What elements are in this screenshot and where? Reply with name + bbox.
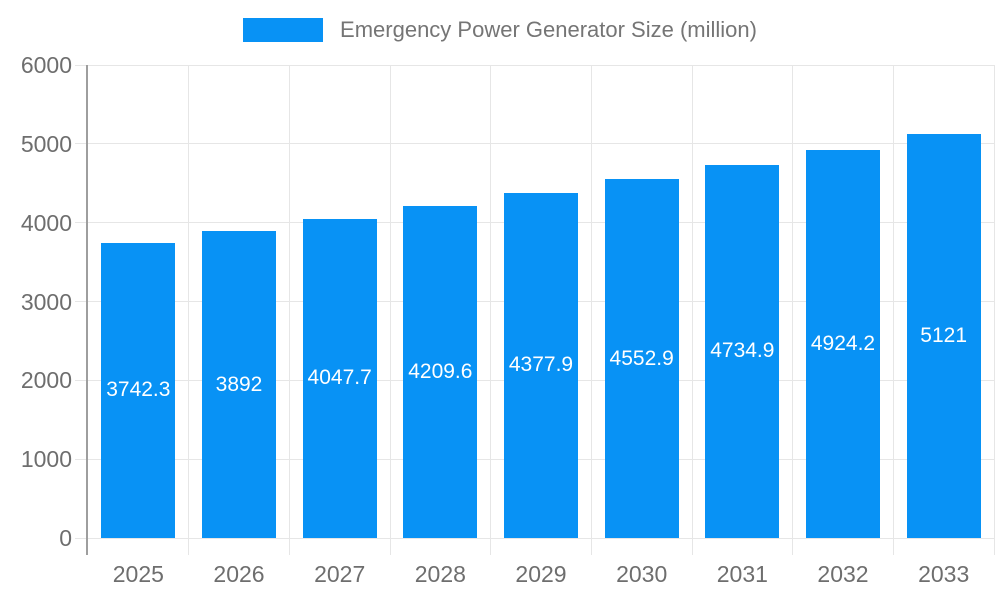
y-gridline [75, 64, 994, 66]
x-gridline [892, 65, 894, 555]
bar-value-label: 3742.3 [106, 378, 171, 402]
x-axis-tick-label: 2029 [515, 561, 567, 587]
y-axis-tick-label: 2000 [20, 367, 72, 394]
x-axis-tick-label: 2031 [716, 561, 768, 587]
bar-value-label: 4924.2 [810, 331, 876, 355]
bar-value-label: 4047.7 [307, 366, 372, 390]
bar[interactable] [101, 242, 176, 538]
bar-value-label: 5121 [920, 324, 968, 348]
x-gridline [490, 65, 492, 555]
x-gridline [188, 65, 190, 555]
y-axis-line [86, 65, 88, 555]
x-axis-tick-label: 2030 [616, 561, 668, 587]
y-axis-tick-label: 0 [59, 525, 72, 551]
bar[interactable] [504, 192, 578, 538]
x-gridline [389, 65, 391, 555]
bar-value-label: 4377.9 [508, 353, 574, 377]
bar-value-label: 3892 [215, 372, 263, 396]
bar[interactable] [906, 134, 981, 538]
bar-value-label: 4734.9 [710, 339, 775, 363]
x-gridline [590, 65, 592, 555]
plot-area: 3742.3 3892 4047.7 4209.6 4377.9 4552.9 4734.9… [75, 64, 995, 555]
bar[interactable] [705, 164, 780, 538]
y-axis-tick-label: 3000 [20, 288, 72, 315]
bar-value-label: 4209.6 [408, 360, 473, 384]
x-axis-tick-label: 2033 [918, 561, 970, 587]
bar-value-label: 4552.9 [609, 346, 674, 370]
bar[interactable] [604, 179, 679, 538]
legend-swatch [243, 18, 324, 42]
x-gridline [691, 65, 693, 555]
y-axis-tick-label: 1000 [20, 446, 72, 473]
x-axis-tick-label: 2028 [414, 561, 466, 587]
x-gridline [288, 65, 290, 555]
x-axis-tick-label: 2025 [112, 561, 164, 587]
y-axis-tick-label: 6000 [20, 52, 72, 78]
y-gridline [75, 143, 994, 145]
bar[interactable] [806, 149, 880, 538]
legend-label: Emergency Power Generator Size (million) [340, 17, 757, 42]
bar[interactable] [302, 218, 377, 538]
x-axis-tick-label: 2027 [314, 561, 366, 587]
bar[interactable] [403, 206, 478, 538]
bar[interactable] [202, 231, 276, 538]
x-axis-tick-label: 2026 [213, 561, 265, 587]
y-axis-tick-label: 5000 [20, 130, 72, 157]
x-gridline [792, 65, 794, 555]
y-gridline [75, 537, 994, 539]
x-gridline [993, 65, 995, 555]
legend: Emergency Power Generator Size (million) [0, 17, 1000, 43]
y-axis-tick-label: 4000 [20, 209, 72, 236]
x-axis-tick-label: 2032 [817, 561, 869, 587]
